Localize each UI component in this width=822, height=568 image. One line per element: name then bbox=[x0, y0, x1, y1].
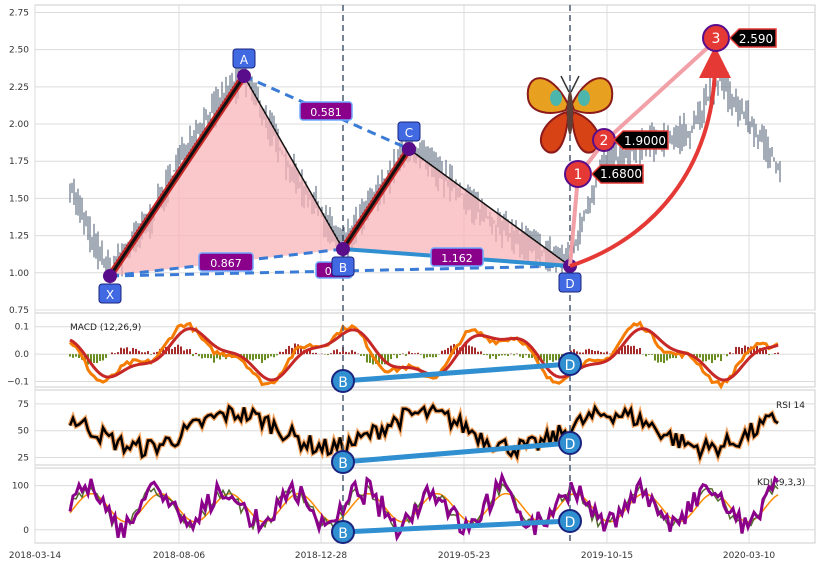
target-3-flag bbox=[728, 28, 777, 48]
macd-b-circle bbox=[331, 369, 355, 393]
y-tick-label: 1.25 bbox=[9, 232, 29, 242]
y-tick-label: 75 bbox=[18, 400, 29, 410]
x-tick-label: 2018-08-06 bbox=[153, 551, 206, 561]
rsi-b-label: B bbox=[338, 456, 348, 472]
kdj-divergence-line bbox=[342, 518, 571, 535]
rsi-series bbox=[67, 400, 780, 466]
y-tick-label: 50 bbox=[18, 427, 30, 437]
y-tick-label: 0.75 bbox=[9, 306, 29, 316]
target-1-line bbox=[568, 175, 580, 267]
rsi-d-label: D bbox=[565, 437, 576, 453]
rsi-title: RSI 14 bbox=[776, 401, 805, 411]
target-arc bbox=[569, 46, 731, 268]
y-tick-label: 1.00 bbox=[9, 269, 29, 279]
macd-title: MACD (12,26,9) bbox=[70, 323, 141, 333]
point-c-box bbox=[397, 121, 421, 142]
ratio-box-xb bbox=[198, 252, 254, 272]
rsi-d-circle bbox=[558, 431, 582, 455]
point-c-marker bbox=[402, 142, 416, 156]
ratio-xd: 0. bbox=[325, 265, 336, 278]
ab-leg bbox=[243, 75, 344, 250]
target-3-label: 3 bbox=[712, 31, 721, 47]
xab-triangle bbox=[110, 76, 343, 276]
x-tick-label: 2018-03-14 bbox=[9, 551, 62, 561]
rsi-line bbox=[68, 403, 779, 462]
panels bbox=[34, 4, 816, 544]
target-2-label: 2 bbox=[600, 133, 609, 149]
harmonic-pattern: 0.581 0.867 0. 1.162 X A B C D bbox=[98, 48, 582, 304]
y-tick-label: 2.00 bbox=[9, 120, 29, 130]
point-d-label: D bbox=[565, 277, 574, 291]
point-c-label: C bbox=[405, 126, 413, 140]
kdj-title: KDJ (9,3,3) bbox=[757, 478, 805, 488]
rsi-divergence-line bbox=[342, 440, 571, 465]
signal-line bbox=[69, 327, 779, 382]
macd-d-label: D bbox=[565, 358, 576, 374]
kdj-b-label: B bbox=[338, 526, 348, 542]
y-tick-label: 100 bbox=[12, 482, 29, 492]
point-a-label: A bbox=[240, 53, 249, 67]
x-tick-label: 2019-10-15 bbox=[581, 551, 633, 561]
y-tick-label: 2.50 bbox=[9, 46, 29, 56]
kdj-j-line bbox=[68, 470, 780, 542]
rsi-panel bbox=[34, 389, 816, 466]
y-tick-label: 0.0 bbox=[15, 350, 30, 360]
y-tick-label: −0.1 bbox=[7, 378, 29, 388]
point-x-box bbox=[98, 283, 122, 304]
x-tick-label: 2020-03-10 bbox=[723, 551, 776, 561]
point-x-marker bbox=[103, 269, 117, 283]
target-3-line bbox=[602, 38, 718, 144]
y-tick-label: 1.50 bbox=[9, 194, 29, 204]
macd-d-circle bbox=[558, 352, 582, 376]
y-tick-label: 1.75 bbox=[9, 157, 29, 167]
kdj-b-circle bbox=[331, 520, 355, 544]
target-projections: 1 1.6800 2 1.9000 3 2.590 bbox=[564, 24, 777, 268]
butterfly-icon bbox=[526, 75, 614, 154]
ratio-box-ac bbox=[299, 101, 353, 121]
kdj-series bbox=[68, 470, 780, 542]
kdj-d-circle bbox=[558, 509, 582, 533]
target-2-flag bbox=[612, 130, 669, 150]
cd-leg bbox=[408, 148, 571, 267]
y-tick-label: 0 bbox=[23, 526, 29, 536]
rsi-b-circle bbox=[331, 450, 355, 474]
macd-series bbox=[68, 320, 779, 390]
x-tick-label: 2018-12-28 bbox=[295, 551, 348, 561]
target-3-value: 2.590 bbox=[739, 32, 773, 46]
divergence-lines: B D B D B D bbox=[331, 352, 582, 544]
kdj-d-label: D bbox=[565, 515, 576, 531]
target-1-label: 1 bbox=[574, 167, 583, 183]
point-b-label: B bbox=[339, 261, 347, 275]
point-b-marker bbox=[336, 242, 350, 256]
macd-divergence-line bbox=[342, 361, 571, 384]
point-a-box bbox=[232, 48, 256, 69]
target-1-value: 1.6800 bbox=[600, 167, 642, 181]
y-tick-label: 2.25 bbox=[9, 83, 29, 93]
y-tick-labels: 0.75 1.00 1.25 1.50 1.75 2.00 2.25 2.50 2.75 0.1 0… bbox=[7, 8, 29, 535]
x-tick-labels: 2018-03-14 2018-08-06 2018-12-28 2019-05-23… bbox=[9, 551, 776, 561]
bcd-triangle bbox=[343, 149, 570, 266]
ratio-box-bd bbox=[430, 247, 484, 267]
x-tick-label: 2019-05-23 bbox=[438, 551, 490, 561]
macd-b-label: B bbox=[338, 375, 348, 391]
kdj-d-line bbox=[69, 492, 779, 523]
point-b-box bbox=[331, 256, 355, 277]
y-tick-label: 0.1 bbox=[15, 323, 29, 333]
point-x-label: X bbox=[106, 288, 114, 302]
bc-leg bbox=[341, 148, 411, 250]
point-d-box bbox=[558, 272, 582, 293]
ratio-bd: 1.162 bbox=[441, 252, 473, 265]
xa-leg bbox=[108, 75, 246, 277]
target-1-flag bbox=[590, 164, 644, 184]
ratio-xb: 0.867 bbox=[210, 257, 242, 270]
point-a-marker bbox=[237, 69, 251, 83]
xb-dashed bbox=[109, 247, 344, 278]
target-2-value: 1.9000 bbox=[624, 134, 666, 148]
ratio-ac: 0.581 bbox=[310, 106, 342, 119]
y-tick-label: 25 bbox=[18, 454, 29, 464]
y-tick-label: 2.75 bbox=[9, 8, 29, 18]
